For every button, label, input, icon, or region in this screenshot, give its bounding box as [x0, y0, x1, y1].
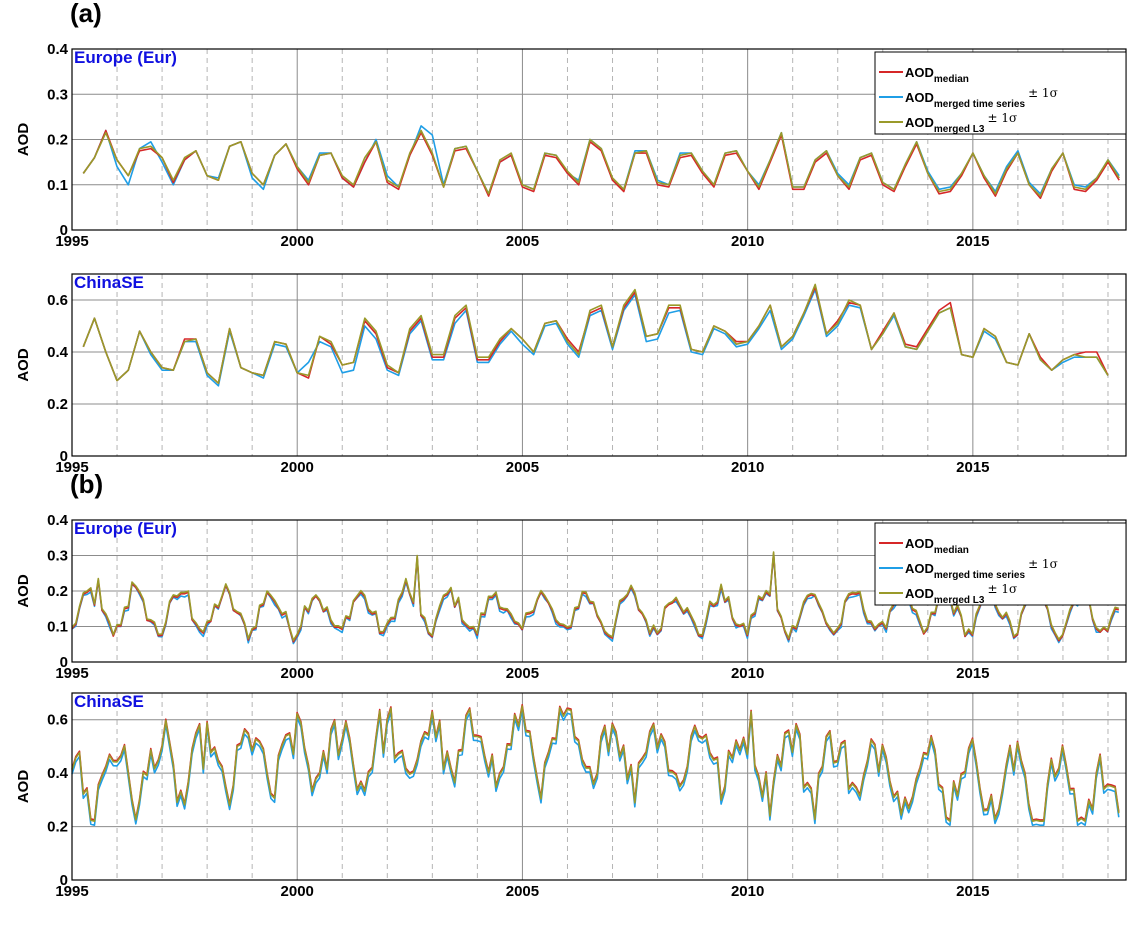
plot-frame — [71, 48, 1127, 231]
x-tick-label: 2010 — [731, 459, 764, 476]
region-title: Europe (Eur) — [74, 519, 177, 538]
chart-panel-2: 1995 2000 2005 2010 2015 0 0.1 0.2 0.3 0.4 AOD Euro… — [15, 512, 1127, 682]
chart-panel-1: 1995 2000 2005 2010 2015 0 0.2 0.4 0.6 AOD ChinaSE — [15, 273, 1127, 476]
x-tick-label: 2015 — [956, 459, 989, 476]
legend-entry: AODmedian — [905, 536, 969, 556]
y-tick-label: 0 — [60, 222, 68, 239]
plot-frame — [71, 273, 1127, 457]
plot-area — [72, 693, 1126, 880]
y-tick-label: 0 — [60, 448, 68, 465]
legend-entry: AODmerged L3± 1σ — [905, 111, 1017, 135]
y-axis-label: AOD — [15, 770, 32, 804]
legend-box — [874, 522, 1127, 606]
chart-panel-3: 1995 2000 2005 2010 2015 0 0.2 0.4 0.6 AOD ChinaSE — [15, 692, 1127, 900]
charts-layer: 1995 2000 2005 2010 2015 0 0.1 0.2 0.3 0.4 AOD Euro… — [15, 41, 1127, 900]
x-tick-label: 2010 — [731, 233, 764, 250]
legend-entry: AODmerged L3± 1σ — [905, 582, 1017, 606]
y-tick-label: 0.6 — [47, 712, 68, 729]
y-tick-label: 0.2 — [47, 132, 68, 149]
legend-entry: AODmedian — [905, 65, 969, 85]
series-line-2 — [82, 129, 1120, 197]
region-title: ChinaSE — [74, 273, 144, 292]
x-tick-label: 2010 — [731, 883, 764, 900]
y-tick-label: 0.6 — [47, 292, 68, 309]
x-tick-label: 2015 — [956, 883, 989, 900]
y-axis-label: AOD — [15, 123, 32, 157]
plot-area — [72, 274, 1126, 456]
y-axis-label: AOD — [15, 574, 32, 608]
y-tick-label: 0 — [60, 872, 68, 889]
y-tick-label: 0.2 — [47, 396, 68, 413]
y-tick-label: 0.3 — [47, 548, 68, 565]
panel-letter-b: (b) — [70, 469, 103, 499]
y-tick-label: 0.4 — [47, 765, 69, 782]
x-tick-label: 2000 — [281, 459, 314, 476]
legend-entry: AODmerged time series± 1σ — [905, 86, 1058, 110]
y-tick-label: 0.3 — [47, 86, 68, 103]
x-tick-label: 2000 — [281, 233, 314, 250]
region-title: ChinaSE — [74, 692, 144, 711]
y-tick-label: 0.4 — [47, 344, 69, 361]
panel-b-label: (b) — [70, 469, 103, 499]
legend-box — [874, 51, 1127, 135]
plot-frame — [71, 692, 1127, 881]
series-line-2 — [82, 283, 1109, 385]
x-tick-label: 1995 — [55, 665, 88, 682]
y-tick-label: 0.2 — [47, 583, 68, 600]
y-tick-label: 0.1 — [47, 177, 68, 194]
x-tick-label: 2010 — [731, 665, 764, 682]
chart-panel-0: 1995 2000 2005 2010 2015 0 0.1 0.2 0.3 0.4 AOD Euro… — [15, 41, 1127, 250]
series-line-2 — [71, 705, 1120, 823]
x-tick-label: 2005 — [506, 233, 539, 250]
panel-letter-a: (a) — [70, 0, 102, 28]
y-tick-label: 0.4 — [47, 512, 69, 529]
legend-entry: AODmerged time series± 1σ — [905, 557, 1058, 581]
panel-a-label: (a) — [70, 0, 102, 28]
y-tick-label: 0.2 — [47, 819, 68, 836]
y-axis-label: AOD — [15, 348, 32, 382]
region-title: Europe (Eur) — [74, 48, 177, 67]
x-tick-label: 2015 — [956, 665, 989, 682]
x-tick-label: 1995 — [55, 459, 88, 476]
x-tick-label: 2000 — [281, 665, 314, 682]
y-tick-label: 0 — [60, 654, 68, 671]
x-tick-label: 2005 — [506, 459, 539, 476]
y-tick-label: 0.1 — [47, 619, 68, 636]
x-tick-label: 2005 — [506, 665, 539, 682]
x-tick-label: 1995 — [55, 883, 88, 900]
y-tick-label: 0.4 — [47, 41, 69, 58]
x-tick-label: 1995 — [55, 233, 88, 250]
x-tick-label: 2015 — [956, 233, 989, 250]
x-tick-label: 2000 — [281, 883, 314, 900]
x-tick-label: 2005 — [506, 883, 539, 900]
